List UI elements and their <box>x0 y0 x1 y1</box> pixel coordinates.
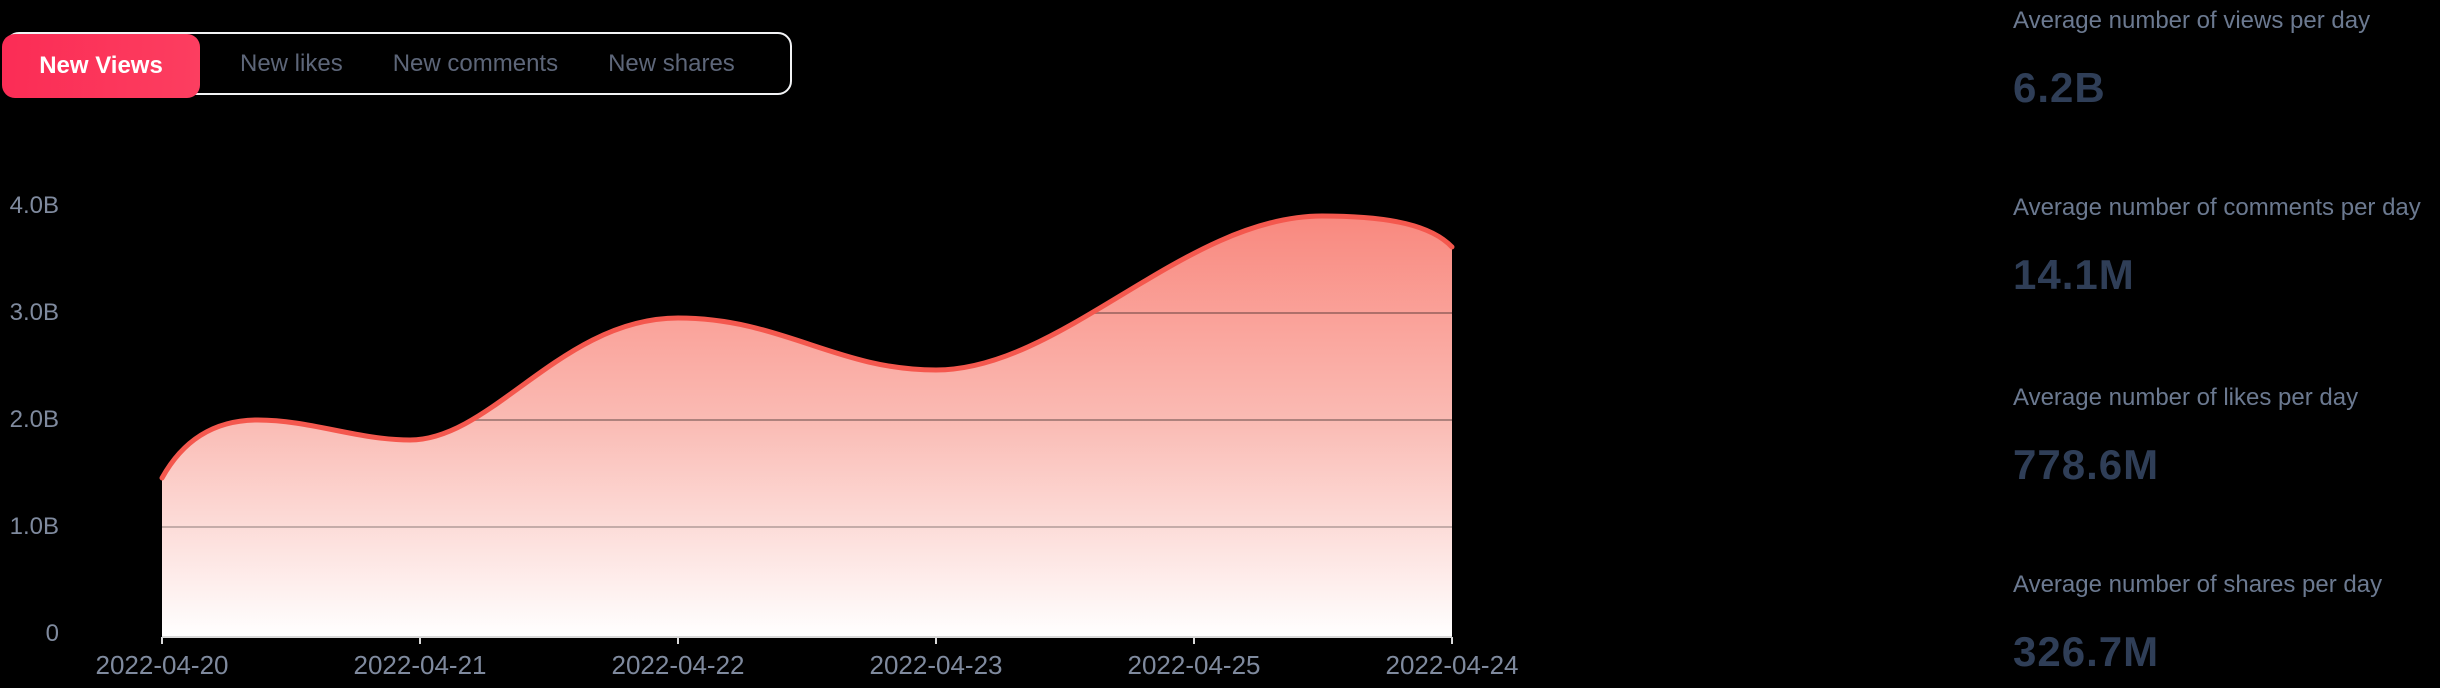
stat-value: 6.2B <box>2013 64 2106 111</box>
stat-label: Average number of likes per day <box>2013 384 2359 411</box>
trend-line <box>159 213 1455 481</box>
y-axis-label-3b: 3.0B <box>9 299 59 326</box>
stat-value: 326.7M <box>2013 628 2160 675</box>
stat-views: Average number of views per day 6.2B <box>2013 6 2370 112</box>
stats-panel: Average number of views per day 6.2B Ave… <box>2013 0 2440 688</box>
y-axis-label-2b: 2.0B <box>9 406 59 433</box>
stat-value: 778.6M <box>2013 441 2160 488</box>
x-axis-label-5: 2022-04-24 <box>1385 650 1519 680</box>
area-fill <box>162 216 1452 637</box>
stat-likes: Average number of likes per day 778.6M <box>2013 383 2358 489</box>
tab-new-shares[interactable]: New shares <box>608 49 735 77</box>
stat-comments: Average number of comments per day 14.1M <box>2013 193 2421 299</box>
y-axis-label-1b: 1.0B <box>9 513 59 540</box>
tab-new-comments[interactable]: New comments <box>392 49 559 77</box>
metric-tab-bar: New Views New likes New comments New sha… <box>2 32 792 98</box>
tab-new-views[interactable]: New Views <box>2 34 200 98</box>
stat-label: Average number of shares per day <box>2013 571 2383 598</box>
stat-value: 14.1M <box>2013 251 2135 298</box>
x-axis-label-3: 2022-04-23 <box>869 650 1003 680</box>
x-axis-ticks <box>161 637 1453 644</box>
stat-label: Average number of views per day <box>2013 7 2371 34</box>
stat-shares: Average number of shares per day 326.7M <box>2013 570 2382 676</box>
y-axis-label-4b: 4.0B <box>9 192 59 219</box>
x-axis-label-2: 2022-04-22 <box>611 650 745 680</box>
x-axis-label-0: 2022-04-20 <box>95 650 229 680</box>
tab-new-likes[interactable]: New likes <box>240 49 343 77</box>
stat-label: Average number of comments per day <box>2013 194 2421 221</box>
x-axis-label-1: 2022-04-21 <box>353 650 487 680</box>
y-axis-label-0: 0 <box>45 620 59 647</box>
x-axis-label-4: 2022-04-25 <box>1127 650 1261 680</box>
